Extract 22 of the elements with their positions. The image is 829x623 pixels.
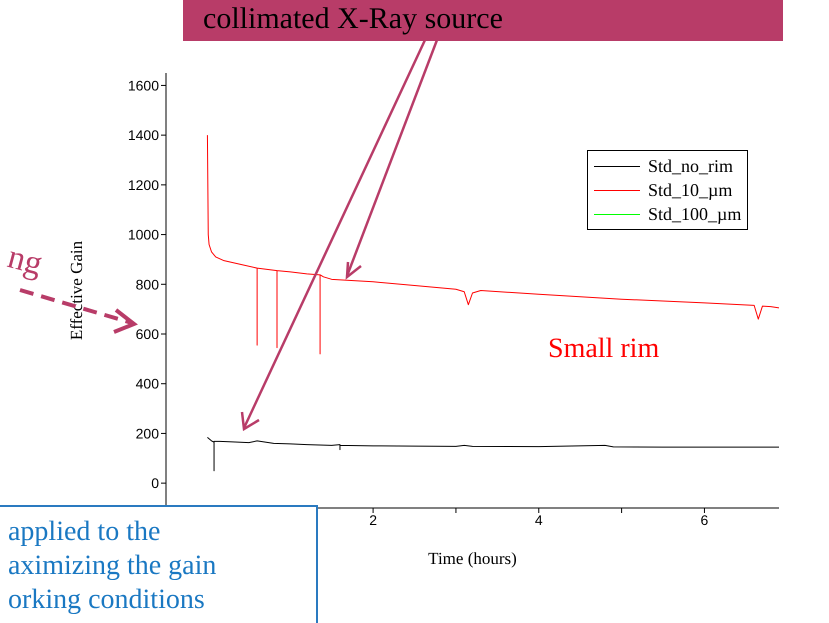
line-series (206, 436, 779, 472)
text-box: applied to the aximizing the gain orking conditions (0, 505, 318, 623)
legend-label: Std_100_µm (648, 204, 742, 224)
legend-label: Std_10_µm (648, 180, 732, 200)
y-axis-title: Effective Gain (67, 240, 86, 340)
text: collimated X-Ray source (183, 0, 783, 41)
legend-label: Std_no_rim (648, 156, 734, 176)
y-tick-label: 400 (136, 376, 160, 392)
y-tick-label: 600 (136, 326, 160, 342)
x-tick-label: 6 (700, 512, 709, 528)
y-tick-label: 800 (136, 276, 160, 292)
y-tick-label: 1000 (128, 226, 160, 243)
text: ng (4, 238, 46, 284)
x-tick-label: 4 (534, 512, 543, 528)
y-tick-label: 1400 (128, 127, 160, 144)
y-tick-label: 200 (136, 425, 160, 442)
annotation: Small rim (548, 333, 660, 365)
y-tick-label: 1200 (128, 176, 160, 193)
y-tick-label: 0 (151, 475, 160, 492)
x-axis-title: Time (hours) (428, 549, 517, 568)
x-tick-label: 2 (369, 512, 378, 528)
y-tick-label: 1600 (128, 77, 160, 94)
